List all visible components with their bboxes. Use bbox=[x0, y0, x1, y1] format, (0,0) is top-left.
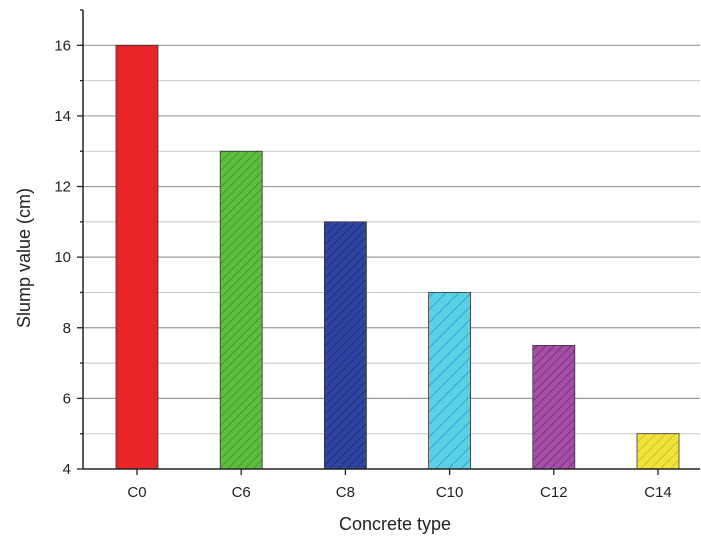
x-tick-label: C12 bbox=[540, 484, 568, 501]
y-axis-title: Slump value (cm) bbox=[14, 188, 34, 328]
bar-c6 bbox=[219, 150, 263, 470]
y-tick-label: 4 bbox=[63, 461, 71, 478]
bar-c0 bbox=[115, 44, 159, 470]
y-tick-label: 14 bbox=[54, 108, 71, 125]
x-tick-label: C8 bbox=[336, 484, 355, 501]
x-tick-label: C14 bbox=[644, 484, 672, 501]
bar-c14 bbox=[636, 433, 680, 470]
bars bbox=[115, 44, 680, 470]
x-tick-label: C10 bbox=[436, 484, 464, 501]
y-tick-label: 16 bbox=[54, 37, 71, 54]
y-tick-label: 12 bbox=[54, 179, 71, 196]
x-axis-title: Concrete type bbox=[339, 514, 451, 534]
x-tick-label: C0 bbox=[127, 484, 146, 501]
bar-c10 bbox=[428, 292, 472, 470]
axes bbox=[82, 10, 700, 470]
y-ticks: 4 6 8 10 12 14 16 bbox=[54, 9, 83, 478]
y-tick-label: 8 bbox=[63, 320, 71, 337]
x-ticks: C0 C6 C8 C10 C12 C14 bbox=[127, 469, 672, 501]
gridlines bbox=[83, 44, 700, 435]
y-tick-label: 10 bbox=[54, 249, 71, 266]
x-tick-label: C6 bbox=[232, 484, 251, 501]
bar-c8 bbox=[323, 221, 367, 470]
y-tick-label: 6 bbox=[63, 390, 71, 407]
bar-c12 bbox=[532, 345, 576, 470]
